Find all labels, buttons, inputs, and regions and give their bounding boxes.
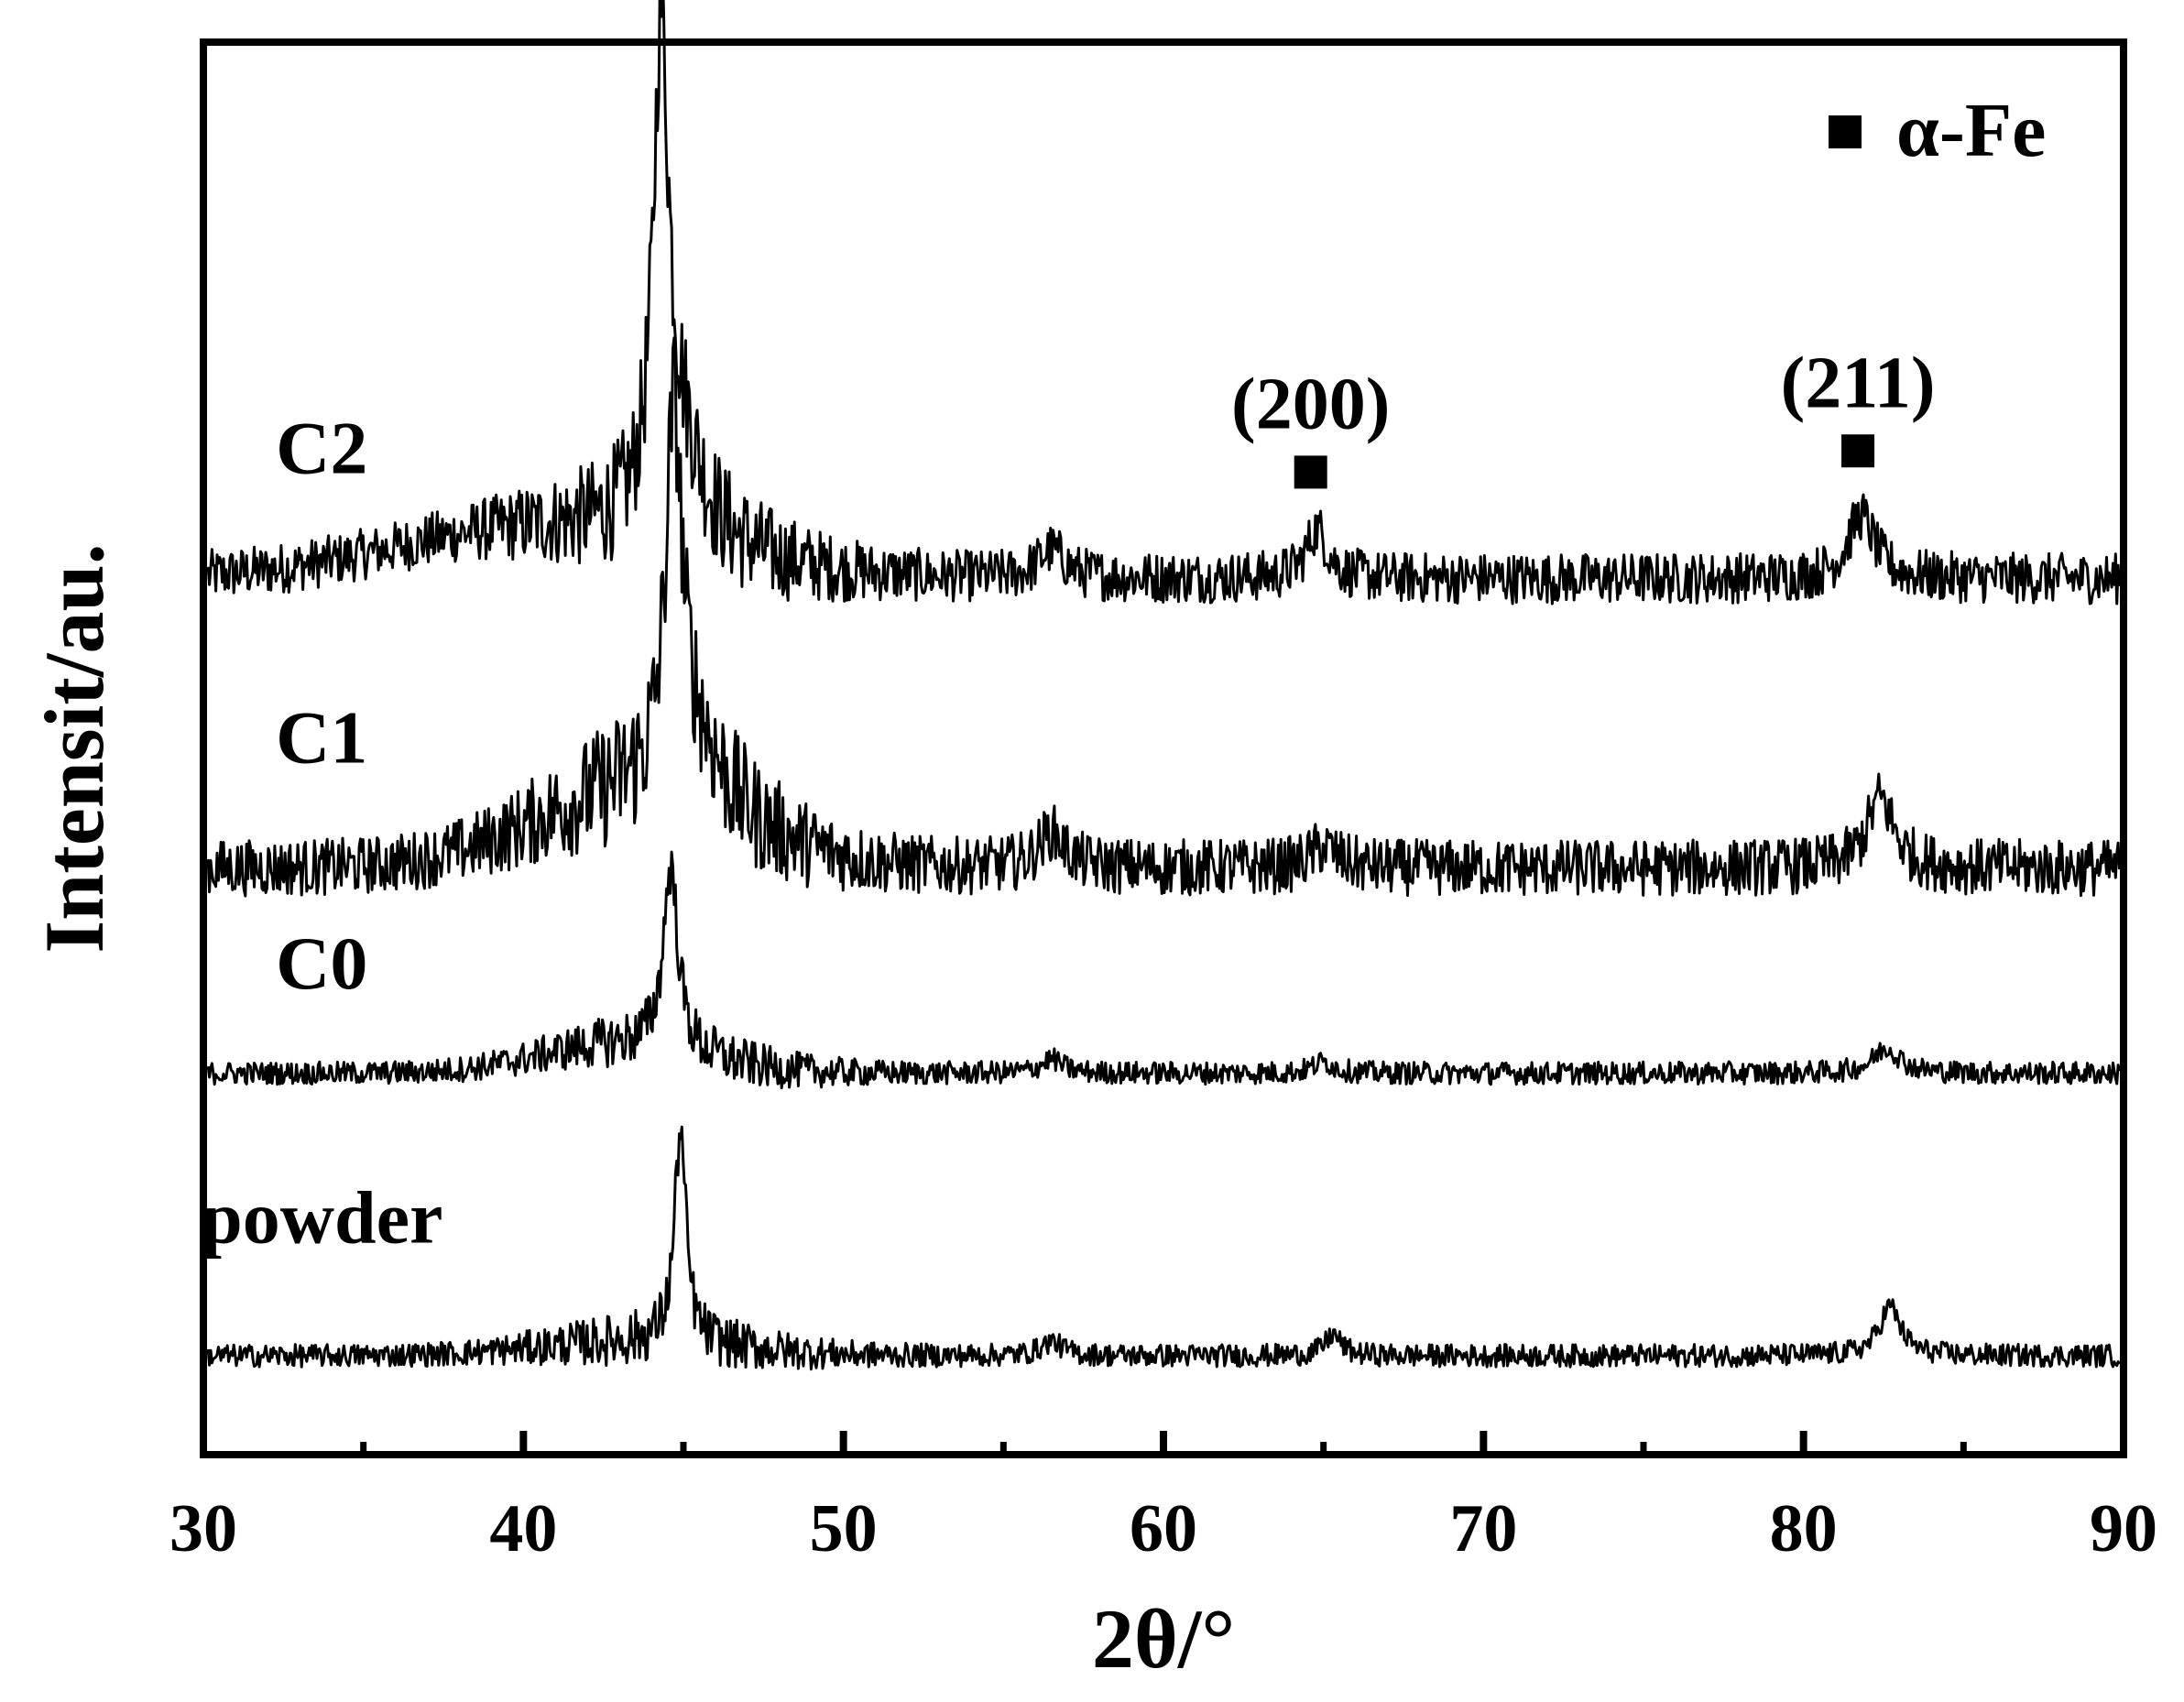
peak-annotations: (110)(200)(211) [1231, 343, 1936, 489]
series-label-c0: C0 [276, 922, 367, 1005]
x-axis-tick-labels: 30 40 50 60 70 80 90 [169, 1491, 2157, 1566]
series-label-c1: C1 [276, 695, 367, 779]
series-label-c2: C2 [276, 406, 367, 489]
legend-square-marker [1829, 115, 1862, 148]
legend-label: α-Fe [1896, 88, 2046, 173]
series-traces [206, 0, 2121, 1371]
x-axis-title: 2θ/° [1092, 1592, 1235, 1686]
peak-square-marker [1841, 434, 1875, 468]
x-tick-label: 50 [810, 1491, 878, 1566]
series-trace-c2 [206, 0, 2121, 606]
y-axis-title: Intensit/au. [27, 543, 121, 953]
x-tick-label: 90 [2090, 1491, 2157, 1566]
series-label-powder: powder [201, 1176, 442, 1260]
series-trace-powder [206, 1125, 2121, 1371]
x-tick-label: 60 [1130, 1491, 1197, 1566]
x-tick-label: 40 [489, 1491, 557, 1566]
peak-label: (211) [1781, 343, 1936, 423]
series-trace-c0 [206, 850, 2121, 1090]
series-trace-c1 [206, 336, 2121, 898]
legend: α-Fe [1829, 88, 2046, 173]
peak-square-marker [1294, 455, 1327, 489]
x-tick-label: 80 [1770, 1491, 1838, 1566]
series-labels: C2 C1 C0 powder [201, 406, 442, 1259]
x-tick-label: 30 [169, 1491, 237, 1566]
plot-frame [200, 38, 2127, 1458]
x-tick-label: 70 [1449, 1491, 1517, 1566]
x-axis-ticks [200, 1431, 2127, 1455]
peak-label: (200) [1231, 364, 1390, 444]
